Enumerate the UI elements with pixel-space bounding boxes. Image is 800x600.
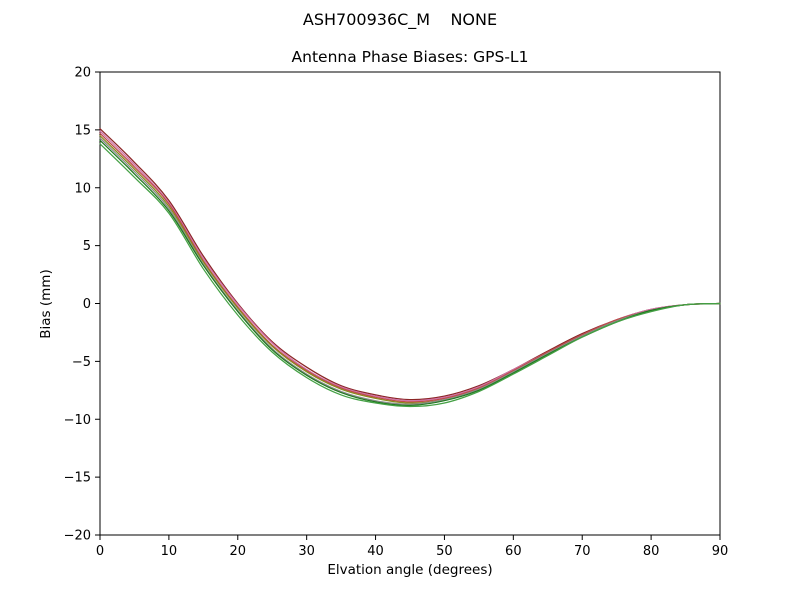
y-tick-label: 15 xyxy=(74,123,91,138)
x-tick-label: 30 xyxy=(298,544,315,559)
series-line-bias-5 xyxy=(99,137,721,405)
series-line-bias-7 xyxy=(99,143,721,408)
y-axis-label: Bias (mm) xyxy=(38,269,54,339)
y-tick-label: 0 xyxy=(83,297,91,312)
y-tick-label: 5 xyxy=(83,239,91,254)
x-tick-label: 20 xyxy=(230,544,247,559)
axes-frame xyxy=(99,71,721,536)
y-tick-label: −10 xyxy=(64,413,91,428)
x-tick-label: 90 xyxy=(712,544,729,559)
x-tick-label: 40 xyxy=(367,544,384,559)
x-tick-label: 60 xyxy=(505,544,522,559)
x-axis-label: Elvation angle (degrees) xyxy=(327,562,493,578)
y-tick-label: 10 xyxy=(74,181,91,196)
axes-title: Antenna Phase Biases: GPS-L1 xyxy=(291,48,529,66)
y-tick-label: 20 xyxy=(74,66,91,81)
x-tick-label: 0 xyxy=(96,544,104,559)
x-tick-label: 70 xyxy=(574,544,591,559)
x-tick-label: 80 xyxy=(643,544,660,559)
y-tick-label: −15 xyxy=(64,471,91,486)
y-tick-label: −5 xyxy=(72,355,91,370)
x-tick-label: 50 xyxy=(436,544,453,559)
figure-title: ASH700936C_M NONE xyxy=(302,10,498,29)
y-tick-label: −20 xyxy=(64,529,91,544)
x-tick-label: 10 xyxy=(161,544,178,559)
